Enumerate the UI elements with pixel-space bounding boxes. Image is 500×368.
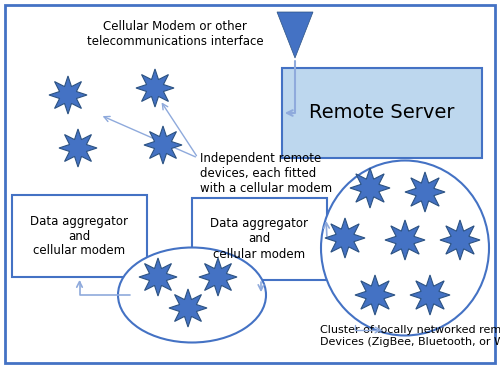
Polygon shape: [405, 172, 445, 212]
Polygon shape: [277, 12, 313, 58]
Polygon shape: [410, 275, 450, 315]
Ellipse shape: [118, 248, 266, 343]
FancyBboxPatch shape: [12, 195, 147, 277]
Polygon shape: [59, 129, 97, 167]
Text: Independent remote
devices, each fitted
with a cellular modem: Independent remote devices, each fitted …: [200, 152, 332, 195]
Polygon shape: [136, 69, 174, 107]
Polygon shape: [440, 220, 480, 260]
Polygon shape: [355, 275, 395, 315]
Text: Data aggregator
and
cellular modem: Data aggregator and cellular modem: [210, 217, 308, 261]
Polygon shape: [139, 258, 177, 296]
Text: Data aggregator
and
cellular modem: Data aggregator and cellular modem: [30, 215, 128, 258]
Polygon shape: [385, 220, 425, 260]
Polygon shape: [49, 76, 87, 114]
Ellipse shape: [321, 160, 489, 336]
FancyBboxPatch shape: [282, 68, 482, 158]
Text: Cluster of locally networked remote
Devices (ZigBee, Bluetooth, or WiFi): Cluster of locally networked remote Devi…: [320, 325, 500, 347]
Polygon shape: [199, 258, 237, 296]
Text: Remote Server: Remote Server: [309, 103, 455, 123]
Polygon shape: [350, 168, 390, 208]
FancyBboxPatch shape: [192, 198, 327, 280]
Polygon shape: [325, 218, 365, 258]
Polygon shape: [169, 289, 207, 327]
FancyBboxPatch shape: [5, 5, 495, 363]
Text: Cellular Modem or other
telecommunications interface: Cellular Modem or other telecommunicatio…: [86, 20, 264, 48]
Polygon shape: [144, 126, 182, 164]
